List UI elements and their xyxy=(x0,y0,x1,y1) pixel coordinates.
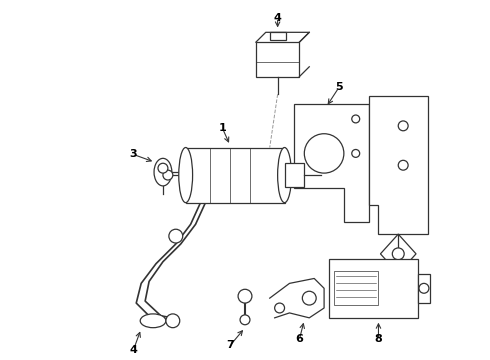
Circle shape xyxy=(238,289,252,303)
Ellipse shape xyxy=(154,158,172,186)
Circle shape xyxy=(392,248,404,260)
Circle shape xyxy=(240,315,250,325)
Circle shape xyxy=(398,160,408,170)
Text: 4: 4 xyxy=(274,13,282,23)
Bar xyxy=(334,271,378,305)
Text: 2: 2 xyxy=(394,288,402,298)
Circle shape xyxy=(302,291,316,305)
Circle shape xyxy=(166,314,180,328)
Circle shape xyxy=(169,229,183,243)
Circle shape xyxy=(352,149,360,157)
Bar xyxy=(256,42,299,77)
Polygon shape xyxy=(380,234,416,274)
Text: 1: 1 xyxy=(219,123,226,133)
Polygon shape xyxy=(294,104,368,222)
Text: 7: 7 xyxy=(226,341,234,350)
Circle shape xyxy=(419,283,429,293)
Text: 8: 8 xyxy=(374,334,382,345)
Bar xyxy=(285,163,304,187)
Bar xyxy=(186,148,285,203)
Text: 5: 5 xyxy=(335,82,343,93)
Circle shape xyxy=(163,170,173,180)
Circle shape xyxy=(304,134,344,173)
Bar xyxy=(418,274,430,303)
Circle shape xyxy=(398,121,408,131)
Text: 3: 3 xyxy=(129,149,137,159)
Circle shape xyxy=(352,115,360,123)
Circle shape xyxy=(158,163,168,173)
Bar xyxy=(329,259,418,318)
Ellipse shape xyxy=(140,314,166,328)
Text: 4: 4 xyxy=(129,345,137,355)
Ellipse shape xyxy=(278,148,292,203)
Bar xyxy=(270,32,286,40)
Circle shape xyxy=(275,303,285,313)
Polygon shape xyxy=(368,96,428,234)
Text: 6: 6 xyxy=(295,334,303,345)
Ellipse shape xyxy=(179,148,193,203)
